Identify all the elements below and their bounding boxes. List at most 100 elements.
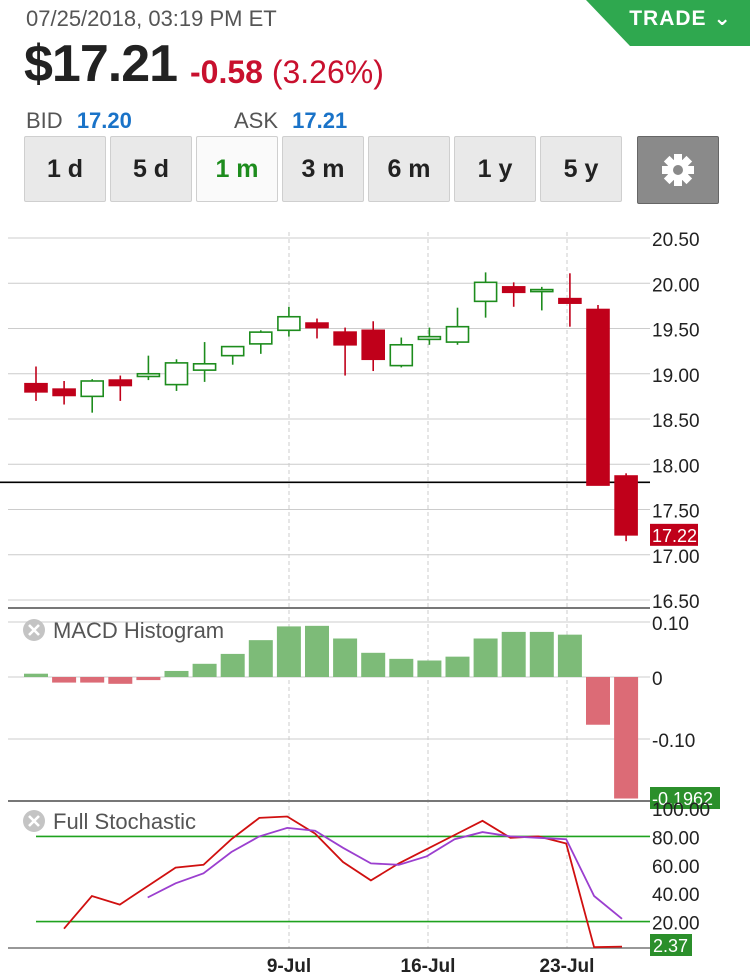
candle <box>445 307 470 345</box>
close-icon <box>28 815 40 827</box>
range-5d-button[interactable]: 5 d <box>110 136 192 202</box>
candle <box>473 272 498 318</box>
macd-bar <box>24 673 48 677</box>
range-1y-button[interactable]: 1 y <box>454 136 536 202</box>
candle <box>389 337 414 368</box>
candle-body <box>473 281 498 303</box>
macd-bar <box>220 653 245 677</box>
candle-body <box>52 388 76 397</box>
candle <box>558 273 582 327</box>
macd-tick-label: 0.10 <box>652 614 689 635</box>
chart-settings-button[interactable] <box>637 136 719 204</box>
bid-label: BID <box>26 108 63 133</box>
range-5y-button[interactable]: 5 y <box>540 136 622 202</box>
candle-body <box>333 331 357 346</box>
stochastic-tick-label: 100.00 <box>652 800 710 821</box>
candle-body <box>305 322 329 329</box>
stochastic-tick-label: 80.00 <box>652 828 700 849</box>
candle-body <box>501 286 526 294</box>
candle <box>333 327 357 376</box>
candle <box>586 304 610 486</box>
range-selector: 1 d 5 d 1 m 3 m 6 m 1 y 5 y <box>24 136 622 204</box>
macd-bar <box>473 638 498 677</box>
stochastic-title: Full Stochastic <box>53 809 196 834</box>
price-tick-label: 17.50 <box>652 502 700 523</box>
macd-bar <box>557 634 582 677</box>
close-icon <box>28 624 40 636</box>
stochastic-tick-label: 40.00 <box>652 885 700 906</box>
candle <box>108 375 133 401</box>
stochastic-panel-header: Full Stochastic <box>23 809 196 834</box>
last-price-tag-label: 17.22 <box>652 526 697 546</box>
macd-bar <box>586 677 610 725</box>
candle-body <box>136 372 161 378</box>
last-price-tag <box>650 523 698 546</box>
candle-body <box>586 308 610 486</box>
range-6m-button[interactable]: 6 m <box>368 136 450 202</box>
chart-grid <box>8 232 650 949</box>
macd-bar <box>305 625 329 677</box>
price-tick-label: 18.00 <box>652 456 700 477</box>
candle-body <box>24 382 48 393</box>
price-tick-label: 19.50 <box>652 321 700 342</box>
macd-bar <box>529 631 554 677</box>
price-tick-label: 17.00 <box>652 547 700 568</box>
range-3m-button[interactable]: 3 m <box>282 136 364 202</box>
candle <box>501 282 526 307</box>
macd-bar <box>389 658 414 677</box>
macd-tick-label: -0.10 <box>652 731 695 752</box>
macd-title: MACD Histogram <box>53 618 224 643</box>
macd-bar <box>108 677 133 684</box>
candle <box>529 286 554 311</box>
candle-body <box>417 335 442 341</box>
bid-ask: BID 17.20 ASK 17.21 <box>26 108 347 134</box>
gear-icon <box>662 154 694 186</box>
candle <box>164 359 189 391</box>
candle-body <box>277 315 301 332</box>
trade-tab-shape <box>586 0 750 46</box>
candle <box>277 306 301 337</box>
candle <box>614 473 638 542</box>
macd-bar <box>445 656 470 677</box>
candle-body <box>529 288 554 293</box>
price-tick-label: 16.50 <box>652 592 700 613</box>
stochastic-close-button[interactable] <box>23 810 45 832</box>
ask-label: ASK <box>234 108 279 133</box>
macd-value-tag <box>650 787 720 809</box>
macd-bar <box>333 638 358 677</box>
candle-body <box>445 325 470 343</box>
macd-bar <box>417 660 442 677</box>
trade-label: TRADE ⌄ <box>629 7 732 30</box>
price-change: -0.58 (3.26%) <box>190 54 384 91</box>
macd-bar <box>52 677 77 683</box>
macd-bar <box>80 677 105 683</box>
macd-bar <box>614 677 639 799</box>
macd-bar <box>501 631 526 677</box>
candle-body <box>614 475 638 536</box>
axis-labels: 20.50 20.00 19.50 19.00 18.50 18.00 17.50 17.00… <box>267 230 720 977</box>
date-tick-label: 23-Jul <box>540 956 595 977</box>
price-change-value: -0.58 <box>190 54 263 90</box>
candle <box>249 330 273 354</box>
macd-close-button[interactable] <box>23 619 45 641</box>
macd-tick-label: 0 <box>652 669 663 690</box>
macd-histogram-bars <box>24 625 639 799</box>
price-tick-label: 20.50 <box>652 230 700 251</box>
candle-body <box>249 331 273 345</box>
macd-bar <box>361 652 386 677</box>
candle <box>305 318 329 339</box>
range-1m-button[interactable]: 1 m <box>196 136 278 202</box>
candle-body <box>558 297 582 304</box>
stochastic-tick-label: 20.00 <box>652 914 700 935</box>
candle <box>192 342 217 382</box>
macd-value-label: -0.1962 <box>652 789 713 809</box>
stochastic-line-d <box>147 826 623 920</box>
range-1d-button[interactable]: 1 d <box>24 136 106 202</box>
price-tick-label: 19.00 <box>652 366 700 387</box>
candle-body <box>192 362 217 371</box>
date-tick-label: 16-Jul <box>401 956 456 977</box>
bid-value: 17.20 <box>76 108 132 133</box>
trade-button[interactable]: TRADE ⌄ <box>586 0 750 46</box>
macd-bar <box>276 626 301 677</box>
